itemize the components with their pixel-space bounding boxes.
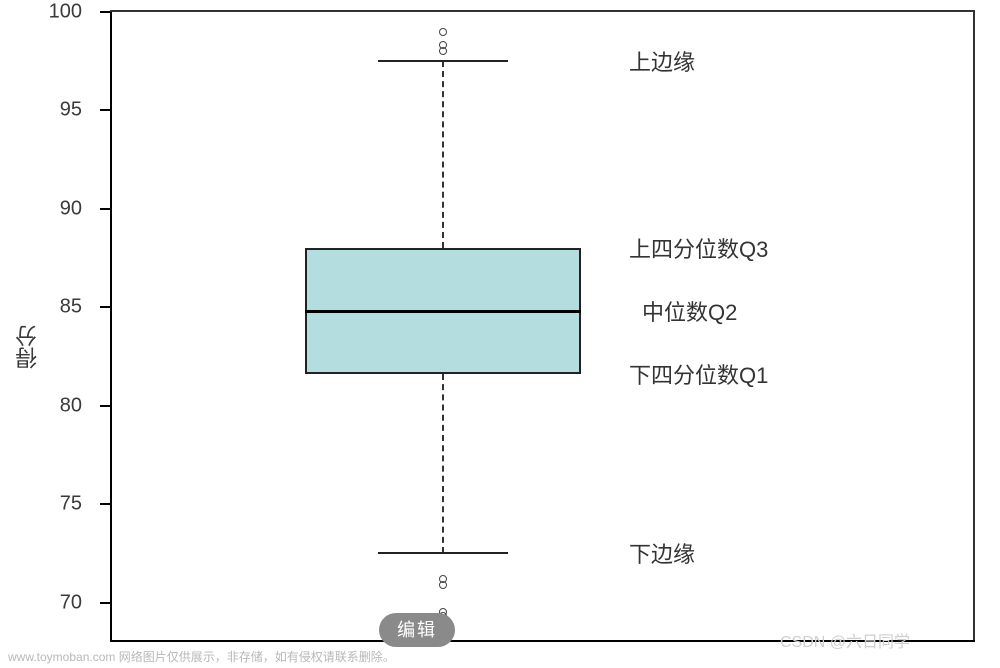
y-axis-label: 得分 — [12, 325, 44, 369]
annotation-label: 中位数Q2 — [642, 295, 737, 327]
outlier-point — [439, 28, 447, 36]
y-tick — [100, 405, 110, 407]
watermark-left: www.toymoban.com 网络图片仅供展示，非存储，如有侵权请联系删除。 — [8, 648, 395, 665]
y-tick-label: 75 — [22, 493, 82, 516]
y-tick-label: 85 — [22, 296, 82, 319]
whisker-cap-lower — [378, 552, 508, 554]
y-tick-label: 100 — [22, 1, 82, 24]
outlier-point — [439, 581, 447, 589]
y-tick-label: 80 — [22, 394, 82, 417]
annotation-label: 下边缘 — [629, 537, 695, 569]
boxplot-chart: 70 75 80 85 90 95 100 上边缘上四分位数Q3 中位数Q2 下四分位数Q1 下边缘… — [0, 0, 1000, 668]
y-tick — [100, 109, 110, 111]
y-tick-label: 95 — [22, 99, 82, 122]
edit-button-label: 编辑 — [397, 620, 437, 640]
y-tick — [100, 306, 110, 308]
whisker-cap-upper — [378, 60, 508, 62]
outlier-point — [439, 47, 447, 55]
annotation-label: 下四分位数Q1 — [629, 358, 768, 390]
edit-button[interactable]: 编辑 — [379, 613, 455, 647]
whisker-upper — [442, 61, 444, 248]
median-line — [305, 310, 582, 313]
y-tick-label: 90 — [22, 197, 82, 220]
y-axis-line — [110, 12, 112, 642]
y-tick — [100, 11, 110, 13]
y-tick — [100, 503, 110, 505]
watermark-right: CSDN @六日同学 — [780, 628, 910, 652]
annotation-label: 上四分位数Q3 — [629, 232, 768, 264]
y-tick — [100, 602, 110, 604]
annotation-label: 上边缘 — [629, 45, 695, 77]
y-tick — [100, 208, 110, 210]
y-tick-label: 70 — [22, 591, 82, 614]
plot-area: 707580859095100上边缘上四分位数Q3中位数Q2下四分位数Q1下边缘 — [110, 12, 973, 640]
plot-frame: 707580859095100上边缘上四分位数Q3中位数Q2下四分位数Q1下边缘 — [110, 10, 975, 640]
whisker-lower — [442, 374, 444, 553]
